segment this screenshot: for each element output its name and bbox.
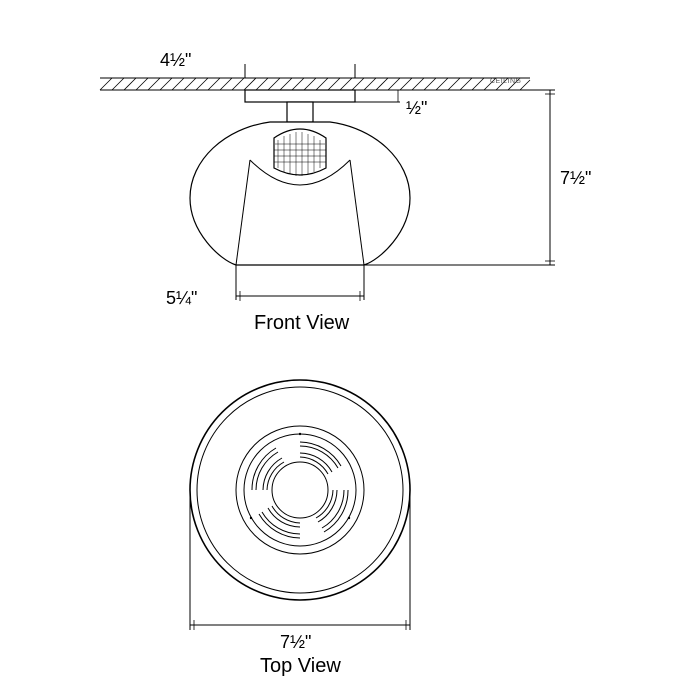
canopy — [245, 90, 355, 102]
drawing-stage: 4½" ½" 7½" 5¼" Front View 7½" Top View C… — [0, 0, 700, 700]
stem — [287, 102, 313, 122]
dim-bottom-opening — [236, 265, 364, 301]
label-canopy-height: ½" — [406, 98, 427, 119]
drawing-svg — [0, 0, 700, 700]
dim-top-diameter — [190, 490, 410, 630]
top-view — [190, 380, 410, 600]
label-top-diameter: 7½" — [280, 632, 311, 653]
label-canopy-width: 4½" — [160, 50, 191, 71]
ceiling-annotation: CEILING — [490, 78, 522, 85]
dim-canopy-height — [355, 90, 400, 102]
ceiling — [100, 78, 530, 90]
label-bottom-opening: 5¼" — [166, 288, 197, 309]
top-view-title: Top View — [260, 655, 341, 678]
front-view-title: Front View — [254, 312, 349, 335]
label-overall-height: 7½" — [560, 168, 591, 189]
